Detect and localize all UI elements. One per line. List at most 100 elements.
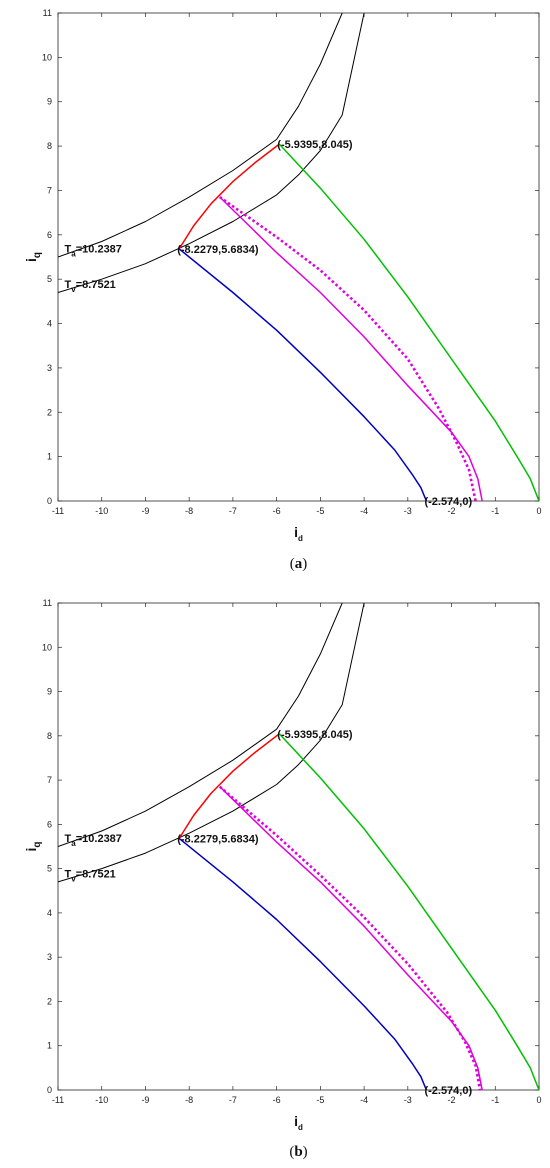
y-tick-label: 3 (47, 952, 52, 962)
x-tick-label: -1 (491, 506, 499, 516)
curve-label-0: Ta=10.2387 (65, 244, 122, 259)
y-tick-label: 6 (47, 819, 52, 829)
caption-letter: a (295, 556, 303, 572)
series-line-1 (58, 603, 365, 883)
y-tick-label: 4 (47, 319, 52, 329)
y-tick-label: 0 (47, 496, 52, 506)
x-tick-label: -7 (229, 506, 237, 516)
caption: (a) (290, 556, 308, 572)
curve-label-1-sub: v (71, 285, 76, 294)
x-tick-label: -5 (316, 1095, 324, 1105)
x-axis-label-sub: d (298, 1123, 303, 1132)
series-line-6 (219, 196, 477, 501)
x-axis-label-main: i (294, 524, 298, 540)
curve-label-0-main: T (65, 244, 72, 256)
x-tick-label: -4 (360, 1095, 368, 1105)
x-tick-label: -4 (360, 506, 368, 516)
x-tick-label: -6 (273, 1095, 281, 1105)
x-tick-label: -5 (316, 506, 324, 516)
series-line-2 (178, 143, 280, 250)
series-line-0 (58, 13, 343, 258)
series-group (58, 603, 539, 1090)
caption: (b) (289, 1144, 307, 1160)
series-group (58, 13, 539, 501)
chart-panel-a: -11 -10 -9 -8 -7 -6 -5 -4 -3 -2 -1 0 0 1 2 3 4 5 6 7 8 9 10 11(… (0, 0, 550, 580)
y-axis-label: iq (23, 252, 43, 262)
point-label-2: (-2.574,0) (424, 1085, 472, 1097)
point-label-2: (-2.574,0) (424, 496, 472, 508)
y-tick-label: 0 (47, 1085, 52, 1095)
y-axis-label-main: i (23, 848, 39, 852)
y-tick-label: 8 (47, 141, 52, 151)
x-axis-label-main: i (294, 1113, 298, 1129)
caption-close: ) (303, 1144, 308, 1160)
x-tick-label: -11 (52, 1095, 64, 1105)
y-tick-label: 10 (42, 642, 52, 652)
x-tick-label: -1 (491, 1095, 499, 1105)
x-tick-label: -9 (141, 1095, 149, 1105)
series-line-1 (58, 13, 365, 293)
y-tick-label: 2 (47, 996, 52, 1006)
curve-label-0-sub: a (71, 839, 76, 848)
y-tick-label: 9 (47, 97, 52, 107)
x-tick-label: -8 (185, 1095, 193, 1105)
plot-frame (57, 602, 540, 1091)
curve-label-1: Tv=8.7521 (65, 279, 116, 294)
chart-a: -11 -10 -9 -8 -7 -6 -5 -4 -3 -2 -1 001234567891011(… (23, 8, 542, 572)
y-tick-label: 7 (47, 185, 52, 195)
x-axis-label: id (294, 1113, 303, 1132)
y-axis-label-sub: q (32, 842, 43, 848)
curve-label-1-main: T (65, 868, 72, 880)
y-axis-label: iq (23, 842, 43, 852)
y-tick-label: 11 (43, 598, 52, 608)
series-line-2 (178, 733, 280, 839)
series-line-3 (278, 143, 539, 501)
y-tick-label: 3 (47, 363, 52, 373)
x-tick-label: 0 (536, 1095, 541, 1105)
x-axis-label-sub: d (298, 534, 303, 543)
y-tick-label: 10 (42, 52, 52, 62)
point-label-0: (-5.9395,8.045) (277, 729, 353, 741)
curve-label-1-main: T (65, 279, 72, 291)
caption-close: ) (302, 556, 307, 572)
series-line-3 (278, 733, 539, 1090)
chart-panel-b: -11 -10 -9 -8 -7 -6 -5 -4 -3 -2 -1 0 0 1 2 3 4 5 6 7 8 9 10 11(… (0, 590, 550, 1168)
caption-open: ( (289, 1144, 294, 1160)
series-line-4 (178, 837, 428, 1090)
curve-label-0-sub: a (71, 250, 76, 259)
x-tick-label: -9 (141, 506, 149, 516)
x-tick-label: -11 (52, 506, 64, 516)
point-label-1: (-8.2279,5.6834) (177, 244, 259, 256)
y-tick-label: 11 (43, 8, 52, 18)
y-tick-label: 9 (47, 687, 52, 697)
y-tick-label: 5 (47, 274, 52, 284)
curve-label-0: Ta=10.2387 (65, 833, 122, 848)
x-tick-label: 0 (536, 506, 541, 516)
series-line-5 (219, 196, 483, 501)
x-tick-label: -7 (229, 1095, 237, 1105)
y-tick-label: 4 (47, 908, 52, 918)
plot-frame (57, 12, 540, 502)
curve-label-1: Tv=8.7521 (65, 868, 116, 883)
curve-label-1-rest: =8.7521 (76, 279, 116, 291)
y-tick-label: 1 (47, 1041, 52, 1051)
curve-label-0-main: T (65, 833, 72, 845)
x-axis-label: id (294, 524, 303, 543)
y-tick-label: 8 (47, 731, 52, 741)
curve-label-0-rest: =10.2387 (76, 244, 122, 256)
curve-label-0-rest: =10.2387 (76, 833, 122, 845)
y-tick-label: 6 (47, 230, 52, 240)
curve-label-1-sub: v (71, 874, 76, 883)
x-tick-label: -3 (404, 506, 412, 516)
x-tick-label: -10 (95, 506, 108, 516)
y-axis-label-sub: q (32, 252, 43, 258)
y-axis-label-main: i (23, 258, 39, 262)
x-tick-label: -3 (404, 1095, 412, 1105)
caption-letter: b (294, 1144, 302, 1160)
x-tick-label: -10 (95, 1095, 108, 1105)
x-tick-label: -8 (185, 506, 193, 516)
point-label-0: (-5.9395,8.045) (277, 139, 353, 151)
series-line-0 (58, 603, 343, 847)
series-line-4 (178, 248, 428, 501)
x-tick-label: -6 (273, 506, 281, 516)
